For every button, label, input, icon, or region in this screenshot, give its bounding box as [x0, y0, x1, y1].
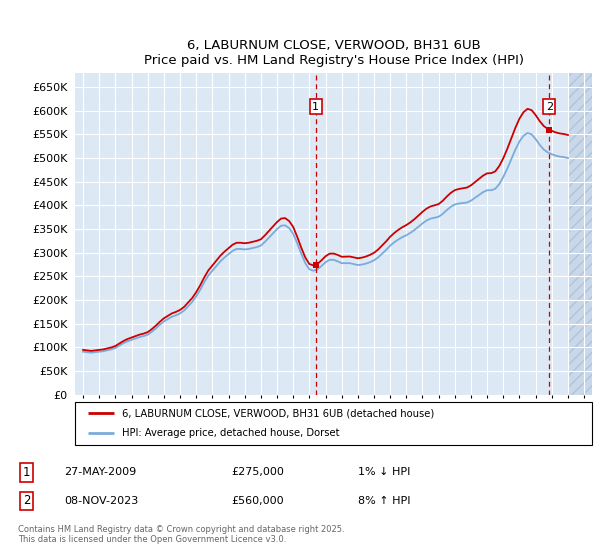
Text: 1: 1	[23, 466, 30, 479]
Text: £275,000: £275,000	[231, 468, 284, 478]
Text: 8% ↑ HPI: 8% ↑ HPI	[358, 496, 410, 506]
Text: 2: 2	[23, 494, 30, 507]
Text: £560,000: £560,000	[231, 496, 284, 506]
Text: 27-MAY-2009: 27-MAY-2009	[64, 468, 136, 478]
Text: 6, LABURNUM CLOSE, VERWOOD, BH31 6UB (detached house): 6, LABURNUM CLOSE, VERWOOD, BH31 6UB (de…	[122, 408, 434, 418]
Bar	[568, 73, 592, 395]
Text: 08-NOV-2023: 08-NOV-2023	[64, 496, 138, 506]
Text: HPI: Average price, detached house, Dorset: HPI: Average price, detached house, Dors…	[122, 428, 339, 438]
Text: 1: 1	[313, 101, 319, 111]
Text: 2: 2	[546, 101, 553, 111]
Title: 6, LABURNUM CLOSE, VERWOOD, BH31 6UB
Price paid vs. HM Land Registry's House Pri: 6, LABURNUM CLOSE, VERWOOD, BH31 6UB Pri…	[143, 39, 524, 67]
Text: 1% ↓ HPI: 1% ↓ HPI	[358, 468, 410, 478]
Text: Contains HM Land Registry data © Crown copyright and database right 2025.
This d: Contains HM Land Registry data © Crown c…	[18, 525, 344, 544]
Bar	[568, 73, 592, 395]
